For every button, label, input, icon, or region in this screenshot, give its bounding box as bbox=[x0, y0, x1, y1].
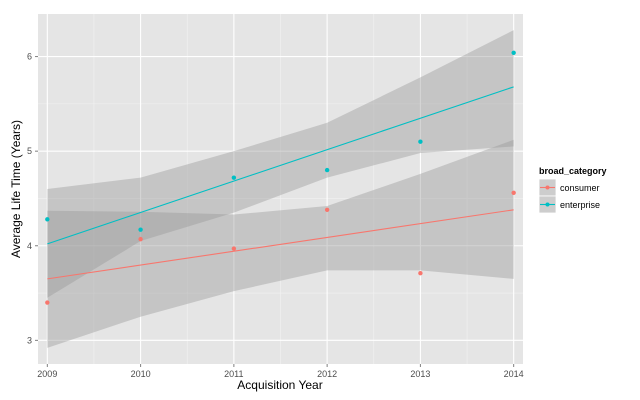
data-points bbox=[45, 50, 516, 305]
point-enterprise bbox=[231, 175, 237, 180]
legend-key-point-enterprise bbox=[545, 202, 550, 207]
point-enterprise bbox=[418, 139, 423, 144]
x-tick-label: 2009 bbox=[37, 369, 57, 379]
y-tick-label: 5 bbox=[27, 146, 32, 156]
minor-gridlines bbox=[38, 14, 523, 364]
point-consumer bbox=[511, 190, 516, 195]
confidence-band-enterprise bbox=[47, 30, 514, 298]
x-axis: 2009 2010 2011 2012 2013 2014 bbox=[37, 364, 524, 379]
legend-label-consumer: consumer bbox=[560, 183, 600, 193]
point-enterprise bbox=[138, 227, 143, 232]
point-consumer bbox=[324, 207, 330, 213]
x-tick-label: 2013 bbox=[410, 369, 430, 379]
major-gridlines bbox=[38, 14, 523, 364]
x-axis-title: Acquisition Year bbox=[237, 378, 322, 392]
x-tick-label: 2014 bbox=[504, 369, 524, 379]
y-axis-title: Average Life Time (Years) bbox=[9, 120, 23, 258]
x-tick-label: 2012 bbox=[317, 369, 337, 379]
x-tick-label: 2011 bbox=[224, 369, 243, 379]
legend: broad_category consumer enterprise bbox=[538, 166, 607, 214]
point-consumer bbox=[138, 236, 143, 242]
point-enterprise bbox=[45, 217, 50, 222]
y-axis: 3 4 5 6 bbox=[27, 52, 38, 345]
fit-line-enterprise bbox=[47, 86, 514, 245]
point-consumer bbox=[45, 300, 50, 305]
point-enterprise bbox=[511, 50, 516, 55]
y-tick-label: 3 bbox=[27, 335, 32, 345]
legend-label-enterprise: enterprise bbox=[560, 200, 600, 210]
point-consumer bbox=[231, 246, 237, 251]
x-tick-label: 2010 bbox=[131, 369, 151, 379]
y-tick-label: 6 bbox=[27, 52, 32, 62]
y-tick-label: 4 bbox=[27, 241, 32, 251]
point-enterprise bbox=[324, 167, 330, 173]
fit-lines bbox=[47, 86, 514, 280]
fit-line-consumer bbox=[47, 209, 514, 280]
legend-key-point-consumer bbox=[545, 185, 550, 190]
legend-title: broad_category bbox=[539, 166, 607, 176]
point-consumer bbox=[418, 270, 423, 276]
